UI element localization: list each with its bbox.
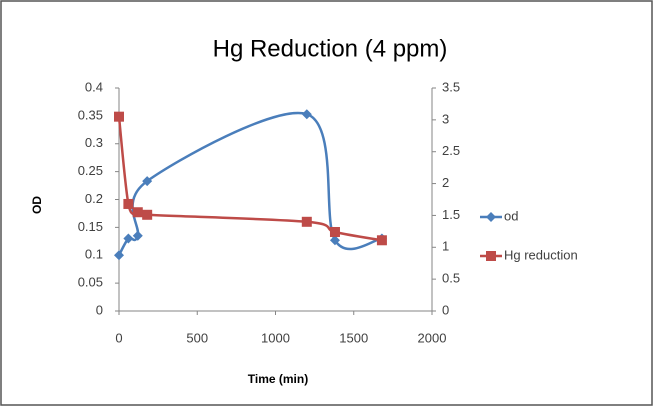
point — [376, 235, 387, 246]
y2-tick-label: 1 — [442, 239, 449, 254]
y2-tick-label: 0.5 — [442, 271, 460, 286]
y-axis-title: OD — [30, 196, 44, 214]
y2-tick-label: 2 — [442, 175, 449, 190]
y2-tick-label: 3.5 — [442, 79, 460, 94]
legend-label: od — [504, 208, 518, 223]
y-tick-label: 0.1 — [85, 247, 103, 262]
point — [123, 198, 134, 209]
y-tick-label: 0.15 — [78, 219, 103, 234]
y-tick-label: 0.4 — [85, 79, 103, 94]
y2-tick-label: 3 — [442, 111, 449, 126]
x-tick-label: 500 — [186, 330, 208, 345]
y-tick-label: 0.25 — [78, 163, 103, 178]
point — [301, 109, 312, 120]
y-tick-label: 0.3 — [85, 135, 103, 150]
y-tick-label: 0.35 — [78, 107, 103, 122]
chart-title: Hg Reduction (4 ppm) — [213, 35, 448, 62]
y2-tick-label: 0 — [442, 302, 449, 317]
x-tick-label: 2000 — [418, 330, 447, 345]
point — [132, 230, 143, 241]
point — [114, 111, 124, 122]
y2-tick-label: 1.5 — [442, 207, 460, 222]
legend-marker — [486, 212, 496, 222]
legend-label: Hg reduction — [504, 247, 578, 262]
y-tick-label: 0.05 — [78, 275, 103, 290]
x-axis-title: Time (min) — [248, 372, 308, 386]
point — [329, 226, 340, 237]
point — [329, 235, 340, 246]
point — [142, 176, 153, 187]
point — [132, 207, 143, 218]
y-tick-label: 0 — [96, 302, 103, 317]
x-tick-label: 1000 — [261, 330, 290, 345]
x-tick-label: 0 — [115, 330, 122, 345]
point — [301, 216, 312, 227]
point — [114, 250, 124, 261]
y-tick-label: 0.2 — [85, 191, 103, 206]
point — [142, 209, 153, 220]
x-tick-label: 1500 — [339, 330, 368, 345]
legend-marker — [486, 251, 496, 261]
y2-tick-label: 2.5 — [442, 143, 460, 158]
point — [123, 233, 134, 244]
